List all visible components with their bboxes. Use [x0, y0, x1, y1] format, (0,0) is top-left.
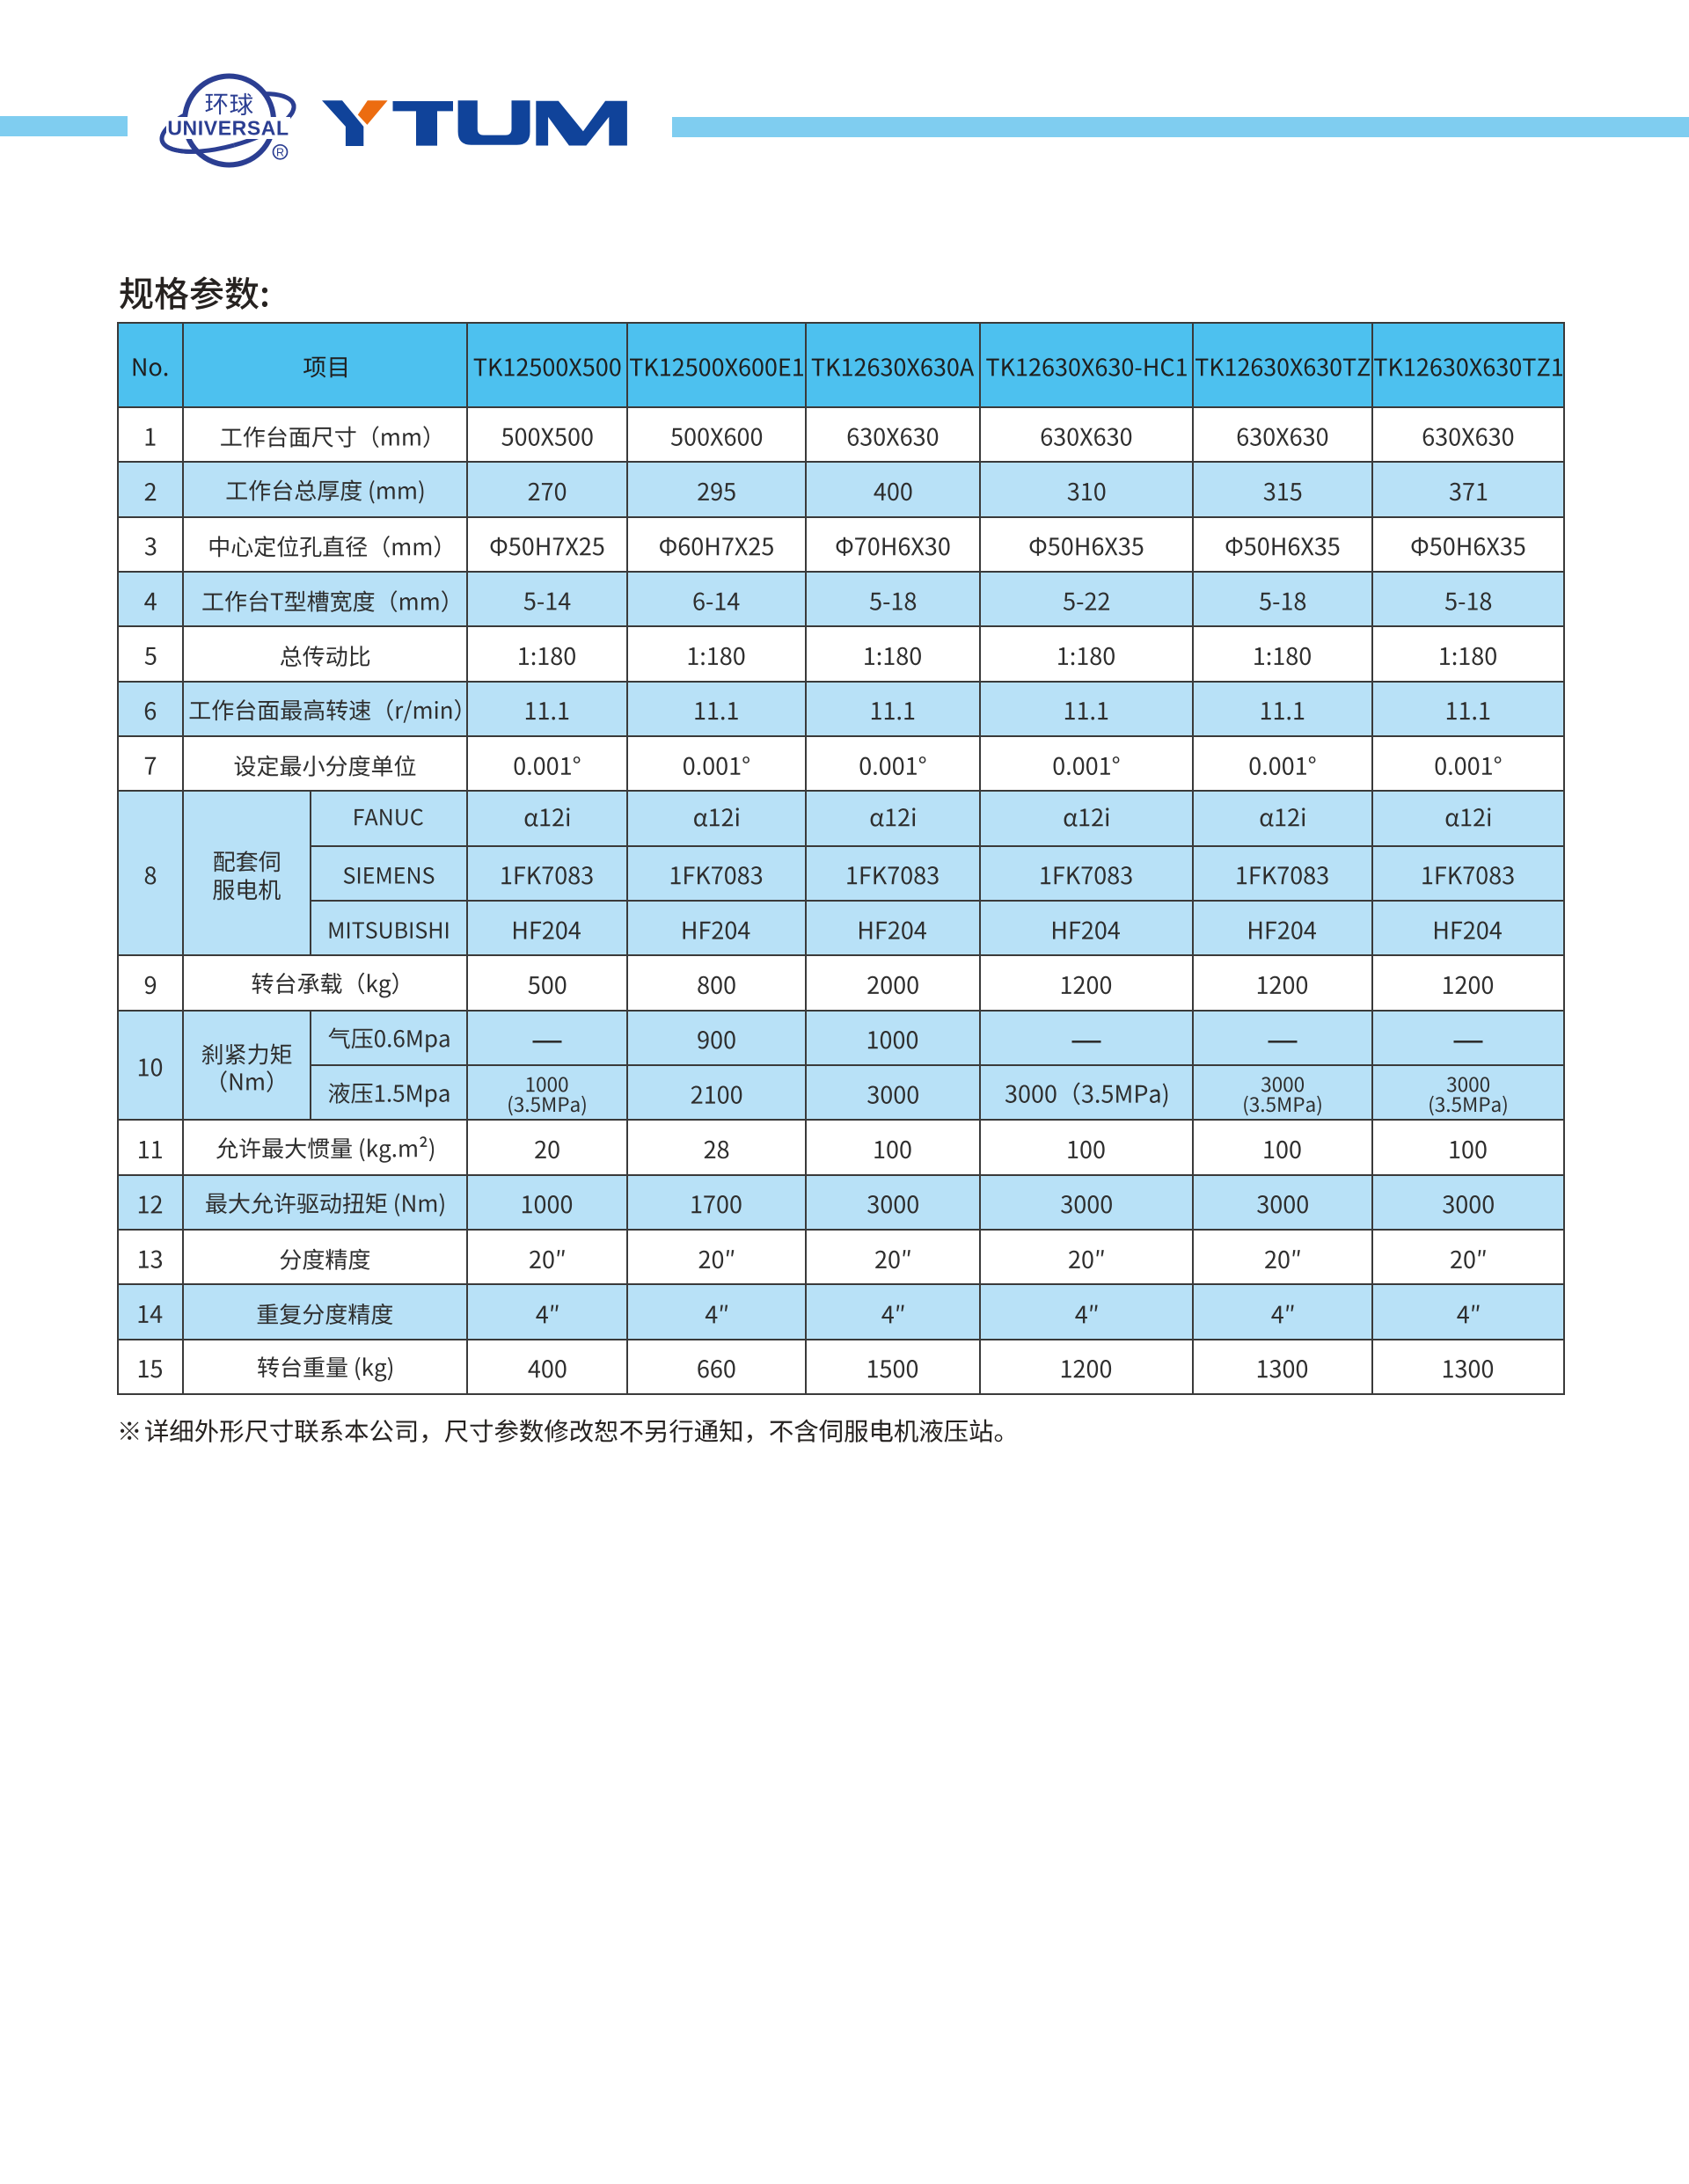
svg-text:R: R — [276, 147, 284, 159]
svg-text:UNIVERSAL: UNIVERSAL — [167, 117, 289, 140]
